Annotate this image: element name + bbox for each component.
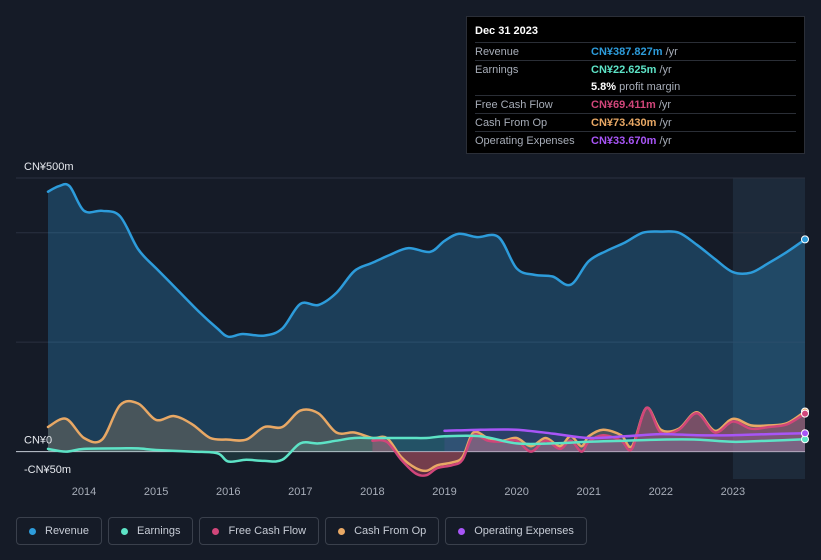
tooltip-row: Cash From Op CN¥73.430m/yr (475, 113, 796, 131)
legend-dot-icon (212, 527, 220, 535)
x-tick-label: 2014 (72, 486, 96, 498)
operating-expenses-endpoint (801, 429, 809, 438)
chart-legend: Revenue Earnings Free Cash Flow Cash From O… (16, 517, 587, 545)
revenue-line (46, 182, 807, 339)
cash-from-op-area (48, 401, 805, 471)
operating-expenses-line (443, 428, 807, 440)
x-tick-label: 2018 (360, 486, 384, 498)
y-axis-labels: CN¥500m CN¥0 -CN¥50m (24, 161, 74, 476)
tooltip-unit: profit margin (619, 80, 681, 93)
legend-item-earnings[interactable]: Earnings (108, 517, 194, 545)
x-tick-label: 2016 (216, 486, 240, 498)
legend-label: Revenue (45, 525, 90, 537)
series-lines (46, 182, 807, 477)
x-tick-label: 2017 (288, 486, 312, 498)
tooltip-unit: /yr (659, 134, 672, 147)
tooltip-value: CN¥33.670m (591, 134, 657, 147)
legend-item-revenue[interactable]: Revenue (16, 517, 103, 545)
x-tick-label: 2015 (144, 486, 168, 498)
x-tick-label: 2020 (504, 486, 528, 498)
tooltip-date: Dec 31 2023 (475, 25, 538, 37)
legend-label: Earnings (137, 525, 181, 537)
tooltip-value: CN¥387.827m (591, 45, 663, 58)
x-tick-label: 2021 (576, 486, 600, 498)
forecast-band (732, 178, 805, 479)
free-cash-flow-endpoint (801, 409, 809, 418)
tooltip-label: Revenue (475, 45, 520, 58)
tooltip-rows: Revenue CN¥387.827m/yr Earnings CN¥22.625m /… (475, 42, 796, 149)
legend-dot-icon (338, 527, 346, 535)
legend-label: Operating Expenses (474, 525, 574, 537)
tooltip-value: CN¥73.430m (591, 116, 657, 129)
legend-item-cash-from-op[interactable]: Cash From Op (325, 517, 440, 545)
legend-item-operating-expenses[interactable]: Operating Expenses (445, 517, 587, 545)
tooltip-row: Earnings CN¥22.625m/yr (475, 60, 796, 78)
x-tick-label: 2019 (432, 486, 456, 498)
tooltip-label: Earnings (475, 63, 519, 76)
y-axis-label: CN¥500m (24, 161, 74, 173)
revenue-area (48, 184, 805, 452)
legend-item-free-cash-flow[interactable]: Free Cash Flow (199, 517, 320, 545)
cash-from-op-line (46, 399, 807, 473)
tooltip-row: Revenue CN¥387.827m/yr (475, 42, 796, 60)
y-axis-label: -CN¥50m (24, 464, 71, 476)
legend-label: Free Cash Flow (228, 525, 307, 537)
series-areas (48, 184, 805, 476)
legend-label: Cash From Op (354, 525, 427, 537)
x-tick-label: 2022 (649, 486, 673, 498)
tooltip-row: 5.8% profit margin (475, 78, 796, 95)
tooltip-unit: /yr (658, 98, 672, 111)
tooltip-unit: /yr (665, 45, 678, 58)
x-tick-label: 2023 (721, 486, 745, 498)
tooltip-value: CN¥22.625m (591, 63, 657, 76)
legend-dot-icon (29, 527, 36, 535)
tooltip-row: Free Cash Flow CN¥69.411m/yr (475, 95, 796, 113)
earnings-line (46, 434, 807, 463)
tooltip-row: Operating Expenses CN¥33.670m/yr (475, 131, 796, 149)
tooltip-unit: /yr (659, 63, 672, 76)
series-endpoints (801, 235, 809, 444)
y-axis-label: CN¥0 (24, 435, 52, 447)
tooltip-value: CN¥69.411m (591, 98, 656, 111)
legend-dot-icon (458, 527, 466, 535)
tooltip-label: Free Cash Flow (475, 98, 553, 111)
free-cash-flow-line (371, 406, 807, 477)
data-tooltip: Dec 31 2023 Revenue CN¥387.827m/yr Earning… (466, 16, 805, 154)
x-axis-labels: 2014 2015 2016 2017 2018 2019 2020 2021 2022 2023 (72, 486, 745, 498)
gridlines (16, 177, 805, 453)
tooltip-unit: /yr (659, 116, 672, 129)
free-cash-flow-area (372, 407, 805, 476)
revenue-endpoint (801, 235, 809, 244)
tooltip-label: Operating Expenses (475, 134, 575, 147)
tooltip-value: 5.8% (591, 80, 617, 93)
legend-dot-icon (121, 527, 129, 535)
tooltip-label: Cash From Op (475, 116, 548, 129)
